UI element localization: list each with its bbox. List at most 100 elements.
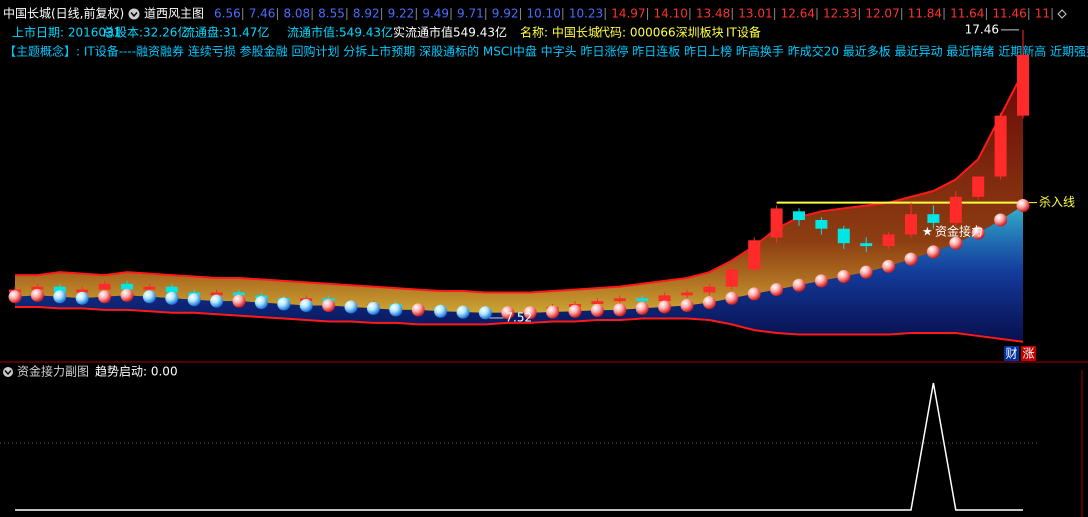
candle-body xyxy=(837,228,850,244)
candle-body xyxy=(233,292,245,296)
kill-label: 杀入线 xyxy=(1039,194,1075,209)
candle-body xyxy=(53,286,66,293)
candle-body xyxy=(793,211,805,220)
candle-body xyxy=(658,295,671,302)
support-ball xyxy=(680,299,694,313)
support-ball xyxy=(635,301,649,315)
price-level: 9.49 xyxy=(422,7,449,21)
price-level: 7.46 xyxy=(249,7,276,21)
indicator-name[interactable]: 道西风主图 xyxy=(144,7,204,21)
candle-body xyxy=(681,292,693,296)
sub-readout: 趋势启动: 0.00 xyxy=(95,365,178,379)
upper-fan xyxy=(15,72,1023,313)
support-ball xyxy=(546,305,560,319)
sub-menu-icon[interactable] xyxy=(3,367,13,377)
support-ball xyxy=(366,301,380,315)
support-ball xyxy=(344,300,358,314)
support-ball xyxy=(210,294,224,308)
candle-body xyxy=(143,286,156,290)
lower-fan xyxy=(15,205,1023,342)
price-level: 14.97 xyxy=(611,7,645,21)
candle-body xyxy=(591,301,604,305)
support-ball xyxy=(994,213,1008,227)
badge: 涨 xyxy=(1023,346,1035,361)
candle-body xyxy=(748,240,761,270)
support-ball xyxy=(747,287,761,301)
candle-body xyxy=(949,196,962,223)
candle-body xyxy=(725,269,738,287)
price-level: 8.55 xyxy=(318,7,345,21)
support-ball xyxy=(658,300,672,314)
candle-body xyxy=(815,220,828,229)
candle-body xyxy=(994,115,1007,177)
candle-body xyxy=(121,283,133,290)
price-level: 14.10 xyxy=(654,7,688,21)
info-item: 实流通市值549.43亿 xyxy=(393,25,507,40)
support-ball xyxy=(478,306,492,320)
candle-body xyxy=(972,176,985,197)
support-ball xyxy=(1016,199,1030,213)
candle-body xyxy=(927,214,940,223)
support-ball xyxy=(299,299,313,313)
candle-body xyxy=(770,208,783,238)
support-ball xyxy=(165,291,179,305)
support-ball xyxy=(187,293,201,307)
window-title: 中国长城(日线,前复权) xyxy=(3,6,124,21)
candle-body xyxy=(882,234,895,247)
support-ball xyxy=(770,283,784,297)
price-level: 11.64 xyxy=(950,7,984,21)
support-ball xyxy=(837,270,851,284)
support-ball xyxy=(613,303,627,317)
support-ball xyxy=(859,265,873,279)
support-ball xyxy=(725,291,739,305)
support-ball xyxy=(142,290,156,304)
support-ball xyxy=(792,278,806,292)
support-ball xyxy=(389,303,403,317)
support-ball xyxy=(322,299,336,313)
badge-box xyxy=(1021,346,1036,361)
support-ball xyxy=(456,305,470,319)
support-ball xyxy=(814,274,828,288)
support-ball xyxy=(523,306,537,320)
price-level: 12.64 xyxy=(781,7,815,21)
candle-body xyxy=(98,283,111,290)
support-ball xyxy=(30,288,44,302)
info-item: 名称: 中国长城 xyxy=(520,25,600,40)
trend-line xyxy=(15,382,1023,511)
price-level: 13.01 xyxy=(738,7,772,21)
support-ball xyxy=(53,290,67,304)
menu-icon-arrow xyxy=(130,12,138,18)
low-label: 7.52 xyxy=(505,310,532,324)
support-ball xyxy=(98,290,112,304)
price-level: 6.56 xyxy=(214,7,241,21)
price-level: 11.84 xyxy=(908,7,942,21)
candle-body xyxy=(703,286,716,293)
support-ball xyxy=(702,296,716,310)
info-item: 上市日期: 2016031 xyxy=(12,25,121,40)
support-ball xyxy=(926,245,940,259)
annotation: 资金接力 xyxy=(935,224,983,239)
candle-body xyxy=(31,286,44,290)
menu-icon[interactable] xyxy=(128,8,140,20)
candle-body xyxy=(613,298,626,302)
price-level: 12.33 xyxy=(823,7,857,21)
high-label: 17.46 xyxy=(965,22,999,36)
price-level: 11 xyxy=(1035,7,1050,21)
candle-body xyxy=(636,298,649,302)
price-level: 9.71 xyxy=(457,7,484,21)
badge: 财 xyxy=(1006,347,1018,361)
candle-body xyxy=(1017,54,1029,116)
support-ball xyxy=(8,290,22,304)
support-ball xyxy=(501,306,515,320)
info-item: 代码: 000066深圳板块 xyxy=(598,26,724,40)
support-ball xyxy=(590,303,604,317)
price-level: 12.07 xyxy=(865,7,899,21)
candle-body xyxy=(210,292,223,296)
support-ball xyxy=(434,304,448,318)
diamond-icon xyxy=(1057,9,1067,19)
candle-body xyxy=(165,286,178,293)
badge-box xyxy=(1004,346,1019,361)
info-item: 流通盘:31.47亿 xyxy=(183,25,269,40)
sub-title: 资金接力副图 xyxy=(17,364,89,379)
